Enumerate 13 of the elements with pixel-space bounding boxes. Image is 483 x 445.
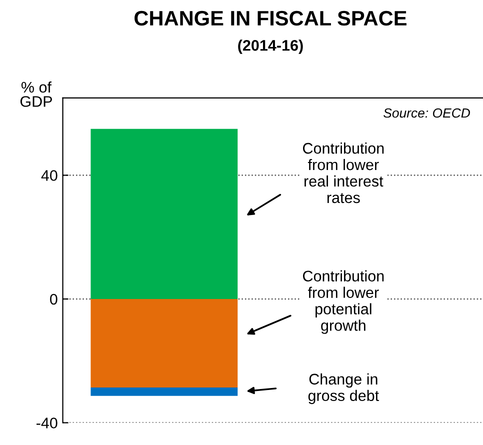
text: Change in gross debt [308, 373, 379, 404]
text: Contribution from lower potential growth [303, 270, 384, 334]
chart-subtitle: (2014-16) [238, 40, 303, 54]
bar [90, 387, 238, 396]
y-axis-title: % of GDP [20, 81, 52, 107]
y-tick-label: 0 [50, 294, 58, 305]
text: Contribution from lower real interest rates [303, 142, 384, 204]
bar [90, 299, 238, 388]
y-tick-label: 40 [41, 170, 58, 181]
annotation: Source: OECD [384, 108, 470, 118]
y-tick-label: -40 [36, 418, 58, 428]
chart-title: CHANGE IN FISCAL SPACE [134, 10, 406, 26]
bar [90, 128, 238, 299]
